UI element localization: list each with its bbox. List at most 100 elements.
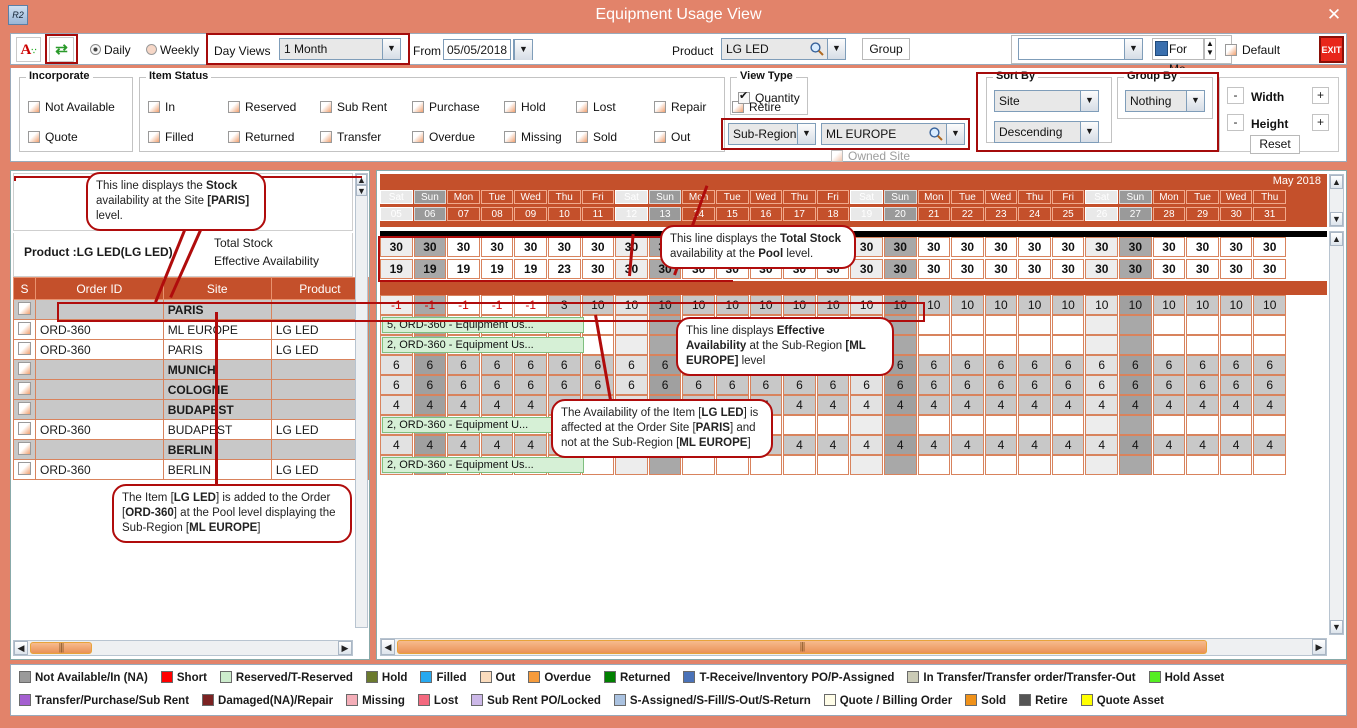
- value-cell[interactable]: [1219, 455, 1253, 475]
- value-cell[interactable]: 6: [1186, 355, 1219, 375]
- value-cell[interactable]: 4: [447, 395, 480, 415]
- checkbox-out[interactable]: Out: [654, 130, 690, 144]
- value-cell[interactable]: 6: [514, 375, 547, 395]
- value-cell[interactable]: [1018, 415, 1051, 435]
- value-cell[interactable]: 6: [951, 355, 984, 375]
- value-cell[interactable]: 6: [480, 355, 514, 375]
- chevron-down-icon[interactable]: ▼: [946, 124, 964, 144]
- row-select-checkbox[interactable]: [13, 399, 36, 420]
- value-cell[interactable]: [581, 455, 615, 475]
- table-row[interactable]: MUNICH: [13, 359, 370, 380]
- value-cell[interactable]: [1152, 335, 1186, 355]
- value-cell[interactable]: 6: [1152, 375, 1186, 395]
- group-button[interactable]: Group: [862, 38, 910, 60]
- day-number-header[interactable]: 20: [883, 207, 917, 221]
- value-cell[interactable]: 10: [1152, 295, 1186, 315]
- value-cell[interactable]: 6: [984, 375, 1018, 395]
- value-cell[interactable]: [951, 335, 984, 355]
- chevron-down-icon[interactable]: ▼: [1080, 122, 1098, 142]
- value-cell[interactable]: [1119, 315, 1152, 335]
- value-cell[interactable]: 4: [1085, 435, 1119, 455]
- chevron-down-icon[interactable]: ▼: [1124, 39, 1142, 59]
- value-cell[interactable]: [1051, 455, 1085, 475]
- value-cell[interactable]: 10: [648, 295, 682, 315]
- value-cell[interactable]: 4: [1253, 435, 1287, 455]
- day-number-header[interactable]: 05: [380, 207, 413, 221]
- value-cell[interactable]: [1253, 315, 1287, 335]
- day-number-header[interactable]: 29: [1186, 207, 1219, 221]
- height-decrease-button[interactable]: -: [1227, 114, 1244, 131]
- value-cell[interactable]: [1152, 455, 1186, 475]
- value-cell[interactable]: 6: [1219, 375, 1253, 395]
- checkbox-overdue[interactable]: Overdue: [412, 130, 475, 144]
- sort-order-select[interactable]: Descending ▼: [994, 121, 1099, 143]
- day-number-header[interactable]: 10: [547, 207, 581, 221]
- exit-button[interactable]: EXIT: [1319, 36, 1344, 63]
- value-cell[interactable]: [1152, 415, 1186, 435]
- hscroll-thumb[interactable]: |||: [30, 642, 92, 654]
- value-cell[interactable]: 6: [1152, 355, 1186, 375]
- value-cell[interactable]: [1018, 315, 1051, 335]
- value-cell[interactable]: 6: [951, 375, 984, 395]
- value-cell[interactable]: 4: [783, 435, 816, 455]
- value-cell[interactable]: 6: [380, 355, 413, 375]
- value-cell[interactable]: 6: [1018, 355, 1051, 375]
- value-cell[interactable]: 4: [1085, 395, 1119, 415]
- for-me-stepper[interactable]: ▲ ▼: [1204, 38, 1216, 60]
- value-cell[interactable]: 4: [1253, 395, 1287, 415]
- value-cell[interactable]: 6: [648, 375, 682, 395]
- column-header-site[interactable]: Site: [162, 277, 272, 300]
- row-select-checkbox[interactable]: [13, 359, 36, 380]
- day-views-select[interactable]: 1 Month ▼: [279, 38, 401, 60]
- value-cell[interactable]: 4: [413, 435, 447, 455]
- day-number-header[interactable]: 19: [850, 207, 883, 221]
- value-cell[interactable]: 10: [615, 295, 648, 315]
- value-cell[interactable]: 6: [783, 375, 816, 395]
- value-cell[interactable]: 6: [615, 355, 648, 375]
- value-cell[interactable]: 6: [984, 355, 1018, 375]
- checkbox-not-available[interactable]: Not Available: [28, 100, 115, 114]
- calendar-hscrollbar[interactable]: ◀ ||| ▶: [380, 638, 1327, 656]
- value-cell[interactable]: 10: [1085, 295, 1119, 315]
- reset-button[interactable]: Reset: [1250, 135, 1300, 154]
- value-cell[interactable]: 10: [682, 295, 715, 315]
- value-cell[interactable]: 10: [917, 295, 951, 315]
- day-number-header[interactable]: 09: [514, 207, 547, 221]
- scroll-right-icon[interactable]: ▶: [1312, 639, 1326, 655]
- value-cell[interactable]: -1: [514, 295, 547, 315]
- value-cell[interactable]: 4: [816, 395, 850, 415]
- value-cell[interactable]: 4: [783, 395, 816, 415]
- value-cell[interactable]: [984, 415, 1018, 435]
- table-row[interactable]: BUDAPEST: [13, 399, 370, 420]
- checkbox-sold[interactable]: Sold: [576, 130, 617, 144]
- value-cell[interactable]: 6: [917, 375, 951, 395]
- checkbox-missing[interactable]: Missing: [504, 130, 562, 144]
- value-cell[interactable]: [917, 455, 951, 475]
- value-cell[interactable]: [1051, 415, 1085, 435]
- day-number-header[interactable]: 17: [783, 207, 816, 221]
- value-cell[interactable]: 6: [1119, 375, 1152, 395]
- value-cell[interactable]: 4: [1051, 435, 1085, 455]
- value-cell[interactable]: 4: [1219, 435, 1253, 455]
- scroll-right-icon[interactable]: ▶: [338, 641, 352, 655]
- value-cell[interactable]: [850, 415, 883, 435]
- day-number-header[interactable]: 06: [413, 207, 447, 221]
- value-cell[interactable]: 4: [1018, 435, 1051, 455]
- row-select-checkbox[interactable]: [13, 299, 36, 320]
- value-cell[interactable]: [615, 335, 648, 355]
- value-cell[interactable]: [883, 415, 917, 435]
- checkbox-quantity[interactable]: Quantity: [738, 89, 800, 105]
- checkbox-reserved[interactable]: Reserved: [228, 100, 296, 114]
- row-select-checkbox[interactable]: [13, 439, 36, 460]
- value-cell[interactable]: -1: [380, 295, 413, 315]
- value-cell[interactable]: [984, 315, 1018, 335]
- row-select-checkbox[interactable]: [13, 319, 36, 340]
- value-cell[interactable]: 10: [816, 295, 850, 315]
- value-cell[interactable]: [984, 335, 1018, 355]
- search-icon[interactable]: [928, 126, 944, 142]
- value-cell[interactable]: 4: [1186, 435, 1219, 455]
- value-cell[interactable]: 4: [380, 395, 413, 415]
- value-cell[interactable]: 4: [951, 395, 984, 415]
- value-cell[interactable]: [1219, 415, 1253, 435]
- value-cell[interactable]: [816, 415, 850, 435]
